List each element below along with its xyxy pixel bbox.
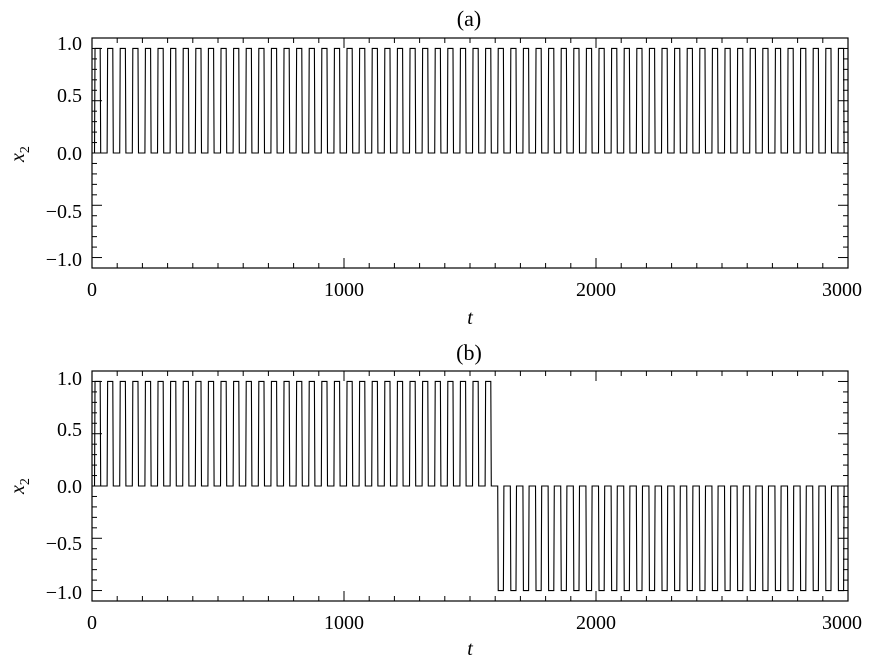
panel-a-ytick-label: 0.0 bbox=[57, 143, 82, 165]
panel-b-title: (b) bbox=[456, 340, 482, 365]
panel-b-xtick-label: 1000 bbox=[324, 612, 364, 634]
panel-b-xtick-label: 0 bbox=[87, 612, 97, 634]
panel-b-y-axis-label-subscript: 2 bbox=[18, 478, 33, 485]
panel-a-series-line bbox=[92, 47, 848, 154]
panel-b-series-line bbox=[92, 380, 848, 592]
panel-a: (a) 1.0 0.5 0.0 −0.5 −1.0 0 1000 2000 30… bbox=[7, 6, 862, 329]
panel-a-xtick-label: 0 bbox=[87, 279, 97, 301]
panel-b-ytick-label: 0.5 bbox=[57, 419, 82, 441]
panel-a-ytick-label: −0.5 bbox=[46, 201, 82, 223]
panel-a-ytick-label: 0.5 bbox=[57, 85, 82, 107]
panel-b-ytick-label: −1.0 bbox=[46, 582, 82, 604]
panel-b-ytick-label: −0.5 bbox=[46, 533, 82, 555]
panel-b-x-axis-label: t bbox=[467, 638, 473, 660]
panel-a-ticks bbox=[91, 38, 849, 268]
panel-b-y-axis-label-main: x bbox=[7, 485, 29, 495]
panel-a-ytick-label: 1.0 bbox=[57, 33, 82, 55]
panel-a-y-axis-label-subscript: 2 bbox=[18, 146, 33, 153]
panel-a-xtick-label: 3000 bbox=[822, 279, 862, 301]
panel-b-xtick-label: 2000 bbox=[576, 612, 616, 634]
panel-a-y-axis-label: x2 bbox=[7, 146, 33, 163]
panel-b-ytick-label: 1.0 bbox=[57, 368, 82, 390]
panel-a-series bbox=[92, 47, 848, 154]
panel-a-title: (a) bbox=[457, 6, 481, 31]
panel-b-ytick-label: 0.0 bbox=[57, 476, 82, 498]
panel-b-ticks bbox=[91, 371, 849, 601]
panel-a-y-axis-label-main: x bbox=[7, 153, 29, 163]
panel-b-series bbox=[92, 380, 848, 592]
panel-a-xtick-label: 2000 bbox=[576, 279, 616, 301]
panel-b-tick-labels: 1.0 0.5 0.0 −0.5 −1.0 0 1000 2000 3000 bbox=[46, 368, 862, 634]
panel-a-x-axis-label: t bbox=[467, 307, 473, 329]
panel-b-xtick-label: 3000 bbox=[822, 612, 862, 634]
panel-b: (b) 1.0 0.5 0.0 −0.5 −1.0 0 1000 2000 30… bbox=[7, 340, 862, 660]
panel-b-y-axis-label: x2 bbox=[7, 478, 33, 495]
panel-a-ytick-label: −1.0 bbox=[46, 249, 82, 271]
panel-a-xtick-label: 1000 bbox=[324, 279, 364, 301]
panel-a-tick-labels: 1.0 0.5 0.0 −0.5 −1.0 0 1000 2000 3000 bbox=[46, 33, 862, 301]
